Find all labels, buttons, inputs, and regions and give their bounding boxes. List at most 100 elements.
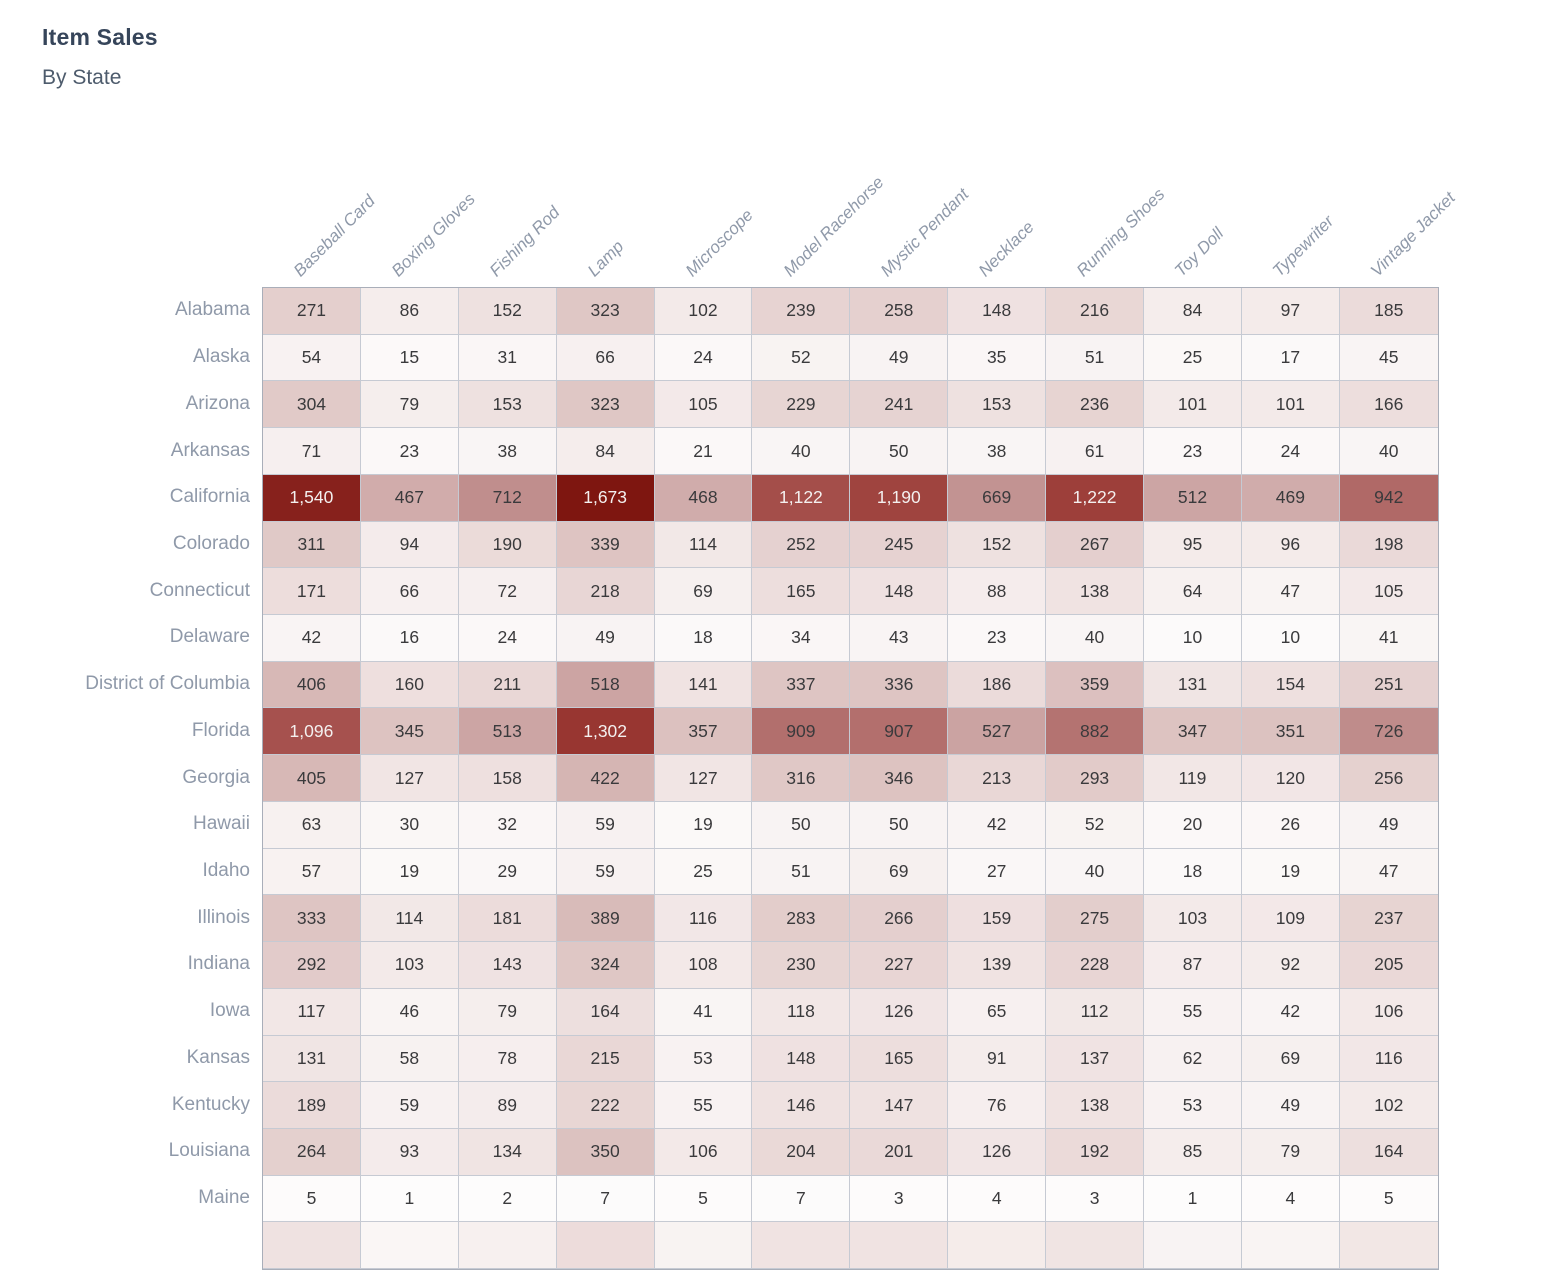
heatmap-cell-partial (360, 1222, 459, 1270)
heatmap-cell: 154 (1241, 661, 1340, 709)
column-header: Baseball Card (289, 191, 379, 281)
heatmap-cell: 91 (948, 1035, 1047, 1083)
heatmap-cell: 20 (1144, 801, 1242, 849)
heatmap-cell: 230 (752, 942, 851, 989)
heatmap-cell: 251 (1339, 661, 1438, 709)
heatmap-cell: 1 (1144, 1175, 1242, 1223)
heatmap-cell: 236 (1046, 381, 1145, 429)
page-subtitle: By State (42, 66, 122, 89)
heatmap-cell: 158 (458, 755, 557, 802)
row-label: Idaho (202, 859, 250, 881)
heatmap-cell: 258 (850, 288, 949, 335)
heatmap-cell-partial (458, 1222, 557, 1270)
heatmap-cell: 105 (1339, 568, 1438, 616)
column-header: Fishing Rod (485, 202, 564, 281)
heatmap-cell: 907 (850, 708, 949, 756)
heatmap-cell: 134 (458, 1128, 557, 1176)
heatmap-cell: 38 (458, 428, 557, 475)
heatmap-cell: 252 (752, 521, 851, 569)
column-header: Lamp (583, 236, 628, 281)
row-label: Alaska (192, 346, 250, 368)
heatmap-cell: 347 (1144, 708, 1242, 756)
heatmap-cell: 882 (1046, 708, 1145, 756)
column-header: Typewriter (1268, 211, 1338, 281)
row-label: Kansas (186, 1046, 250, 1068)
heatmap-cell: 266 (850, 895, 949, 943)
heatmap-cell: 15 (360, 334, 459, 382)
heatmap-cell: 24 (458, 615, 557, 662)
heatmap-cell: 103 (1144, 895, 1242, 943)
heatmap-cell: 114 (360, 895, 459, 943)
heatmap-cell: 64 (1144, 568, 1242, 616)
heatmap-cell: 215 (556, 1035, 655, 1083)
heatmap-cell: 304 (263, 381, 361, 429)
heatmap-cell: 3 (1046, 1175, 1145, 1223)
heatmap-cell: 41 (1339, 615, 1438, 662)
heatmap-cell: 345 (360, 708, 459, 756)
heatmap-cell: 316 (752, 755, 851, 802)
heatmap-cell: 79 (1241, 1128, 1340, 1176)
heatmap-cell: 405 (263, 755, 361, 802)
heatmap-cell: 101 (1144, 381, 1242, 429)
heatmap-cell: 171 (263, 568, 361, 616)
heatmap-cell: 422 (556, 755, 655, 802)
heatmap-cell: 89 (458, 1082, 557, 1129)
heatmap-cell: 152 (458, 288, 557, 335)
heatmap-cell: 78 (458, 1035, 557, 1083)
heatmap-cell: 283 (752, 895, 851, 943)
heatmap-cell: 159 (948, 895, 1047, 943)
heatmap-cell: 47 (1241, 568, 1340, 616)
row-label: Arkansas (170, 439, 250, 461)
heatmap-cell: 1,190 (850, 474, 949, 522)
heatmap-cell: 185 (1339, 288, 1438, 335)
heatmap-cell: 17 (1241, 334, 1340, 382)
heatmap-cell: 50 (752, 801, 851, 849)
heatmap-cell: 293 (1046, 755, 1145, 802)
heatmap-cell: 49 (556, 615, 655, 662)
heatmap-cell: 72 (458, 568, 557, 616)
heatmap-cell: 1,302 (556, 708, 655, 756)
heatmap-cell-partial (654, 1222, 753, 1270)
column-header: Mystic Pendant (877, 184, 973, 281)
heatmap-cell: 339 (556, 521, 655, 569)
heatmap-cell: 42 (1241, 988, 1340, 1036)
heatmap-cell: 61 (1046, 428, 1145, 475)
heatmap-cell: 62 (1144, 1035, 1242, 1083)
heatmap-cell: 1,540 (263, 474, 361, 522)
heatmap-cell: 57 (263, 848, 361, 896)
heatmap-cell: 5 (654, 1175, 753, 1223)
heatmap-cell: 275 (1046, 895, 1145, 943)
heatmap-cell: 40 (1046, 615, 1145, 662)
heatmap-cell: 205 (1339, 942, 1438, 989)
heatmap-cell: 69 (1241, 1035, 1340, 1083)
heatmap-cell: 79 (458, 988, 557, 1036)
heatmap-cell: 71 (263, 428, 361, 475)
heatmap-cell: 18 (654, 615, 753, 662)
heatmap-cell: 160 (360, 661, 459, 709)
heatmap-cell: 211 (458, 661, 557, 709)
row-label: District of Columbia (85, 673, 250, 695)
heatmap-cell: 24 (654, 334, 753, 382)
heatmap-cell: 59 (360, 1082, 459, 1129)
heatmap-cell-partial (1144, 1222, 1242, 1270)
heatmap-cell: 467 (360, 474, 459, 522)
heatmap-cell: 468 (654, 474, 753, 522)
heatmap-cell: 101 (1241, 381, 1340, 429)
heatmap-cell: 102 (654, 288, 753, 335)
heatmap-cell: 323 (556, 381, 655, 429)
heatmap-cell: 131 (263, 1035, 361, 1083)
heatmap-cell: 65 (948, 988, 1047, 1036)
column-headers: Baseball Card Boxing Gloves Fishing Rod Lam… (262, 0, 1459, 284)
row-label: Florida (191, 719, 250, 741)
heatmap-cell: 114 (654, 521, 753, 569)
heatmap-cell-partial (1339, 1222, 1438, 1270)
heatmap-cell: 66 (360, 568, 459, 616)
heatmap-cell: 3 (850, 1175, 949, 1223)
heatmap-cell: 31 (458, 334, 557, 382)
heatmap-cell: 40 (1339, 428, 1438, 475)
heatmap-cell: 18 (1144, 848, 1242, 896)
row-label: Arizona (185, 392, 250, 414)
heatmap-cell: 43 (850, 615, 949, 662)
heatmap-cell: 164 (1339, 1128, 1438, 1176)
heatmap-cell: 63 (263, 801, 361, 849)
